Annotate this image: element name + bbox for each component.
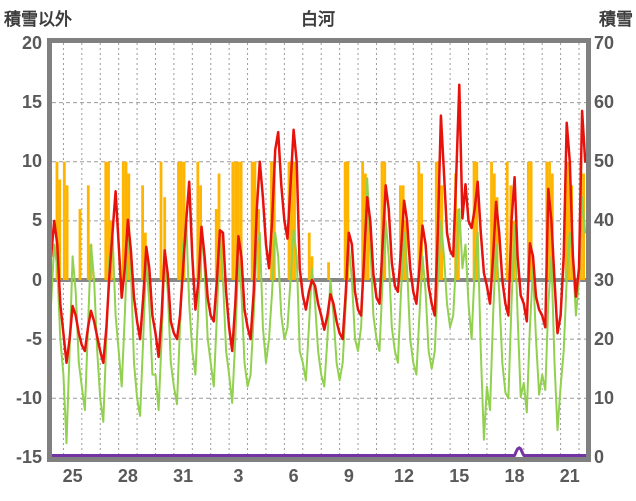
right-axis-tick-label: 10 [594, 387, 615, 408]
right-axis-tick-label: 40 [594, 210, 615, 231]
x-axis-tick-label: 9 [343, 466, 354, 486]
green-line [52, 177, 586, 445]
left-axis-title: 積雪以外 [4, 10, 72, 29]
left-axis-tick-label: -5 [25, 328, 42, 349]
left-axis-tick-label: 0 [31, 269, 42, 290]
x-axis-tick-label: 12 [394, 466, 415, 486]
station-title: 白河 [301, 10, 335, 29]
right-axis-title: 積雪 [599, 10, 633, 29]
left-axis-tick-label: 10 [21, 151, 42, 172]
left-axis-tick-label: -15 [15, 447, 42, 467]
x-axis-tick-label: 28 [117, 466, 138, 486]
x-axis-tick-label: 15 [449, 466, 470, 486]
purple-line [52, 446, 586, 457]
x-axis-tick-label: 21 [559, 466, 580, 486]
right-axis-tick-label: 70 [594, 33, 615, 53]
left-axis-tick-label: -10 [15, 387, 42, 408]
left-axis-tick-label: 15 [21, 92, 42, 113]
x-axis-tick-label: 18 [504, 466, 525, 486]
x-axis-tick-label: 25 [62, 466, 83, 486]
plot-frame [47, 38, 591, 462]
right-axis-tick-label: 20 [594, 328, 615, 349]
x-axis-tick-label: 31 [173, 466, 194, 486]
x-axis-tick-label: 6 [288, 466, 299, 486]
plot-area [52, 43, 586, 457]
chart-canvas [52, 43, 586, 457]
right-axis-tick-label: 30 [594, 269, 615, 290]
left-axis-tick-label: 5 [31, 210, 42, 231]
right-axis-tick-label: 50 [594, 151, 615, 172]
right-axis-tick-label: 0 [594, 447, 605, 467]
left-axis-tick-label: 20 [21, 33, 42, 53]
x-axis-tick-label: 3 [233, 466, 244, 486]
right-axis-tick-label: 60 [594, 92, 615, 113]
red-line [52, 83, 586, 365]
